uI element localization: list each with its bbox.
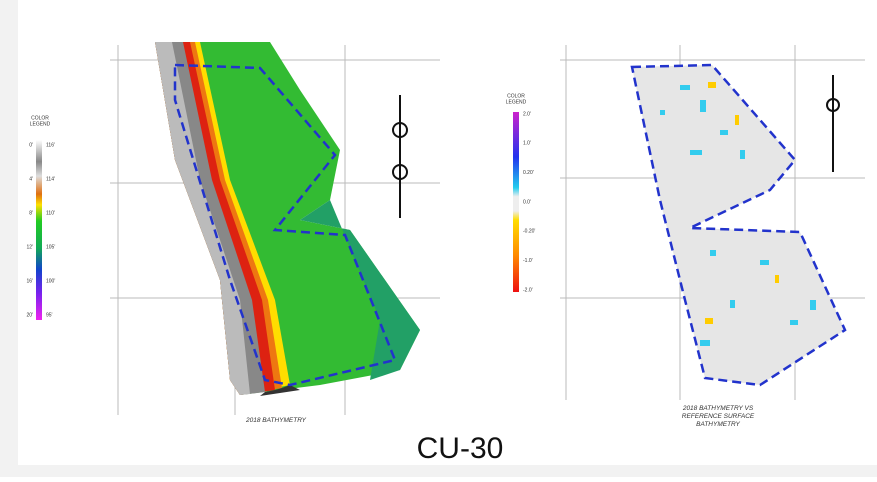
legend-label: -0.20' xyxy=(523,229,535,235)
legend-right: COLORLEGEND2.0'1.0'0.20'0.0'-0.20'-1.0'-… xyxy=(506,93,536,293)
legend-label: 16' xyxy=(26,278,33,284)
caption: 2018 BATHYMETRY xyxy=(245,417,307,424)
bathymetry-map xyxy=(155,42,420,396)
legend-bar xyxy=(513,112,519,292)
legend-title: LEGEND xyxy=(30,121,51,127)
legend-title: LEGEND xyxy=(506,99,527,105)
page: COLORLEGEND0'4'8'12'16'20'116'114'110'10… xyxy=(0,0,877,477)
legend-label: 114' xyxy=(46,176,55,182)
legend-label: -2.0' xyxy=(523,287,533,293)
legend-label: 2.0' xyxy=(523,111,531,117)
legend-label: 105' xyxy=(46,244,55,250)
north-arrow xyxy=(393,95,407,218)
legend-label: 8' xyxy=(29,210,33,216)
caption-line: REFERENCE SURFACE xyxy=(682,413,755,420)
legend-label: 1.0' xyxy=(523,141,531,147)
legend-label: 12' xyxy=(26,244,33,250)
margin xyxy=(0,465,877,477)
margin xyxy=(0,0,18,477)
legend-label: -1.0' xyxy=(523,258,533,264)
legend-label: 0.20' xyxy=(523,170,534,176)
caption-line: BATHYMETRY xyxy=(696,421,740,428)
legend-bar xyxy=(36,140,42,320)
legend-label: 4' xyxy=(29,176,33,182)
difference-map xyxy=(632,65,845,385)
legend-label: 95' xyxy=(46,312,53,318)
caption-line: 2018 BATHYMETRY VS xyxy=(682,405,754,412)
legend-label: 0' xyxy=(29,142,33,148)
slide-label: CU-30 xyxy=(417,432,504,465)
legend-label: 100' xyxy=(46,278,55,284)
legend-label: 0.0' xyxy=(523,199,531,205)
legend-label: 20' xyxy=(26,312,33,318)
north-arrow xyxy=(827,75,839,172)
legend-label: 116' xyxy=(46,142,55,148)
legend-label: 110' xyxy=(46,210,55,216)
